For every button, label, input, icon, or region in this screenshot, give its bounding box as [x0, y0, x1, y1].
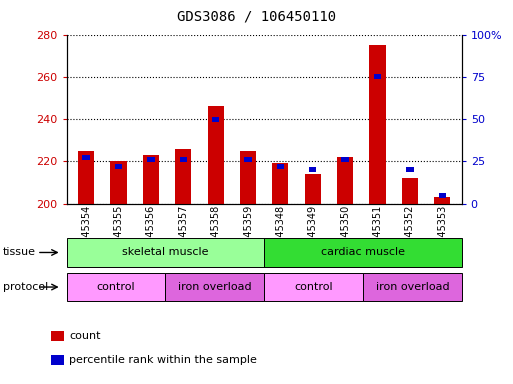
- Text: iron overload: iron overload: [178, 282, 252, 292]
- Bar: [78, 151, 94, 204]
- Text: skeletal muscle: skeletal muscle: [122, 247, 209, 258]
- Text: tissue: tissue: [3, 247, 35, 258]
- Bar: [147, 157, 154, 162]
- Bar: [143, 155, 159, 204]
- Bar: [83, 156, 90, 161]
- Text: cardiac muscle: cardiac muscle: [321, 247, 405, 258]
- Bar: [305, 174, 321, 204]
- Text: control: control: [294, 282, 333, 292]
- Bar: [309, 167, 317, 172]
- Bar: [175, 149, 191, 204]
- Text: count: count: [69, 331, 101, 341]
- Bar: [115, 164, 122, 169]
- Bar: [244, 157, 252, 162]
- Text: percentile rank within the sample: percentile rank within the sample: [69, 355, 257, 365]
- Bar: [277, 164, 284, 169]
- Bar: [337, 157, 353, 204]
- Bar: [110, 161, 127, 204]
- Text: control: control: [97, 282, 135, 292]
- Text: GDS3086 / 106450110: GDS3086 / 106450110: [177, 10, 336, 23]
- Bar: [369, 45, 386, 204]
- Bar: [272, 164, 288, 204]
- Bar: [402, 178, 418, 204]
- Bar: [374, 74, 381, 79]
- Bar: [439, 192, 446, 198]
- Text: iron overload: iron overload: [376, 282, 449, 292]
- Bar: [434, 197, 450, 204]
- Bar: [342, 157, 349, 162]
- Bar: [180, 157, 187, 162]
- Bar: [240, 151, 256, 204]
- Bar: [212, 116, 219, 122]
- Bar: [406, 167, 413, 172]
- Bar: [208, 106, 224, 204]
- Text: protocol: protocol: [3, 282, 48, 292]
